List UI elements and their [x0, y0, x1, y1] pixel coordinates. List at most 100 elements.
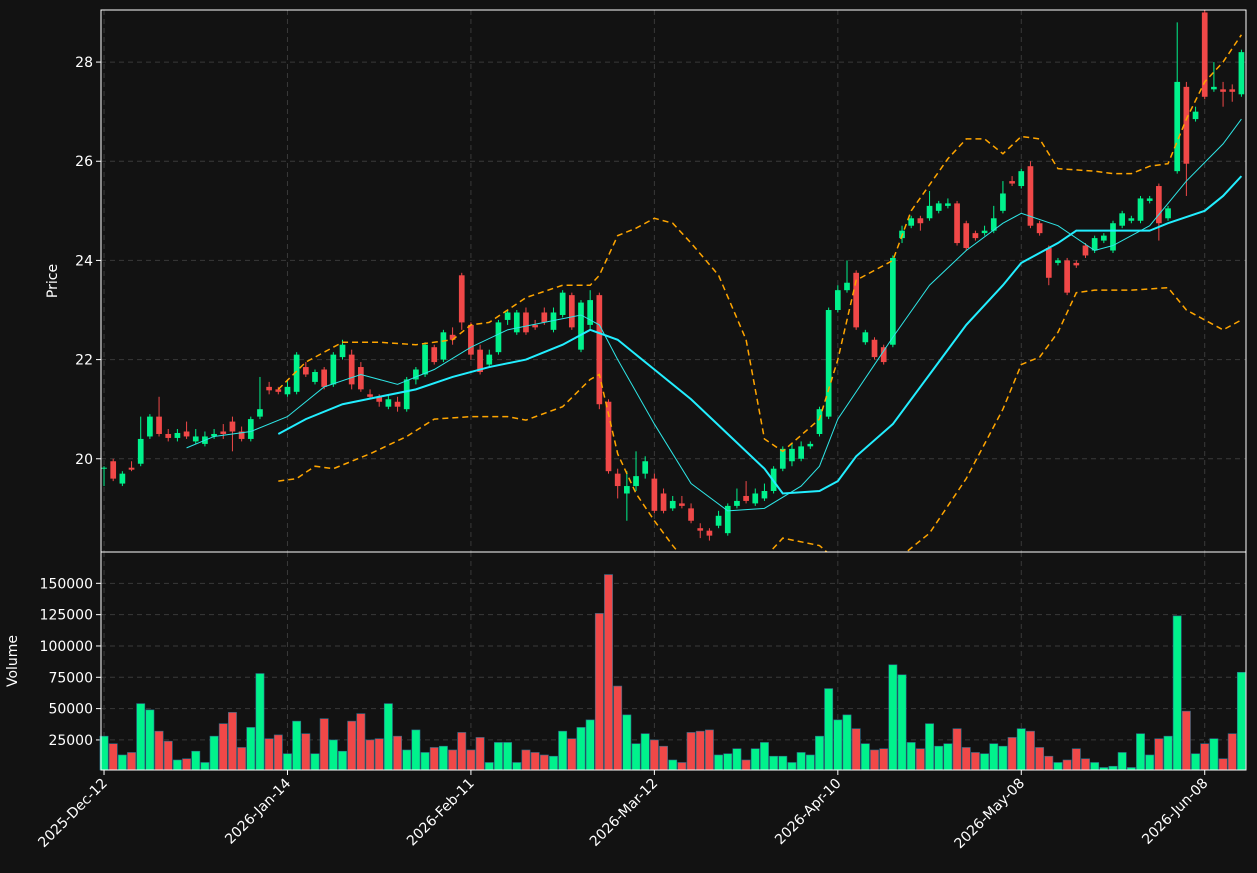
volume-bar	[1181, 710, 1191, 771]
candle-body	[1229, 89, 1236, 92]
candle-body	[972, 233, 979, 239]
volume-bar	[704, 729, 714, 771]
candle-body	[789, 448, 795, 462]
candle-body	[633, 476, 639, 487]
candle-body	[119, 473, 126, 484]
volume-bar	[714, 754, 724, 771]
candle-body	[568, 295, 575, 328]
volume-bar	[1172, 615, 1182, 771]
volume-bar	[429, 747, 439, 771]
volume-bar	[842, 714, 852, 771]
candle-body	[128, 467, 135, 470]
volume-bar	[1136, 733, 1145, 771]
candle-body	[688, 508, 694, 521]
candle-body	[1100, 235, 1107, 241]
volume-axis-label: Volume	[5, 635, 21, 687]
candle-body	[1064, 260, 1070, 293]
candle-body	[1009, 181, 1015, 184]
volume-bar	[549, 755, 558, 771]
candle-body	[935, 203, 942, 211]
overlay-line	[278, 286, 1242, 552]
volume-bar	[649, 739, 659, 771]
volume-bar	[778, 755, 788, 771]
volume-bar	[604, 574, 613, 771]
candle-body	[1128, 218, 1135, 221]
volume-bar	[365, 739, 375, 771]
candle-body	[495, 322, 502, 353]
volume-bar	[448, 749, 458, 771]
volume-bar	[475, 737, 485, 771]
candle-body	[431, 347, 438, 363]
volume-bar	[457, 732, 467, 771]
volume-bar	[145, 709, 155, 771]
volume-bar	[1218, 758, 1228, 771]
candle-body	[862, 332, 869, 343]
volume-bar	[1035, 747, 1045, 771]
candle-body	[1110, 223, 1116, 251]
volume-bar	[503, 742, 513, 771]
candle-body	[192, 436, 199, 442]
volume-bar	[594, 613, 604, 771]
volume-bar	[200, 762, 210, 771]
volume-bar	[539, 754, 549, 771]
volume-bar	[686, 732, 696, 771]
candle-body	[945, 203, 951, 206]
volume-bar	[264, 738, 274, 771]
candle-body	[587, 300, 594, 325]
candle-body	[174, 432, 181, 438]
candle-body	[110, 461, 117, 479]
price-plot	[101, 10, 1245, 552]
volume-bar	[209, 735, 219, 771]
volume-bar	[1108, 765, 1118, 771]
candle-body	[706, 530, 713, 536]
overlay-line	[277, 175, 1243, 495]
volume-bar	[760, 742, 769, 771]
candle-body	[880, 347, 887, 363]
candle-body	[651, 478, 658, 511]
volume-bar	[695, 730, 705, 771]
candle-body	[1220, 89, 1226, 92]
candle-body	[1091, 238, 1098, 251]
candle-body	[101, 467, 107, 469]
candle-body	[1146, 198, 1153, 201]
volume-bar	[108, 743, 118, 771]
candle-body	[1119, 213, 1126, 226]
volume-bar	[1044, 755, 1054, 771]
volume-bar	[915, 748, 925, 771]
candle-body	[596, 295, 603, 405]
volume-bar	[998, 745, 1008, 771]
candle-body	[284, 386, 291, 395]
candle-body	[853, 272, 860, 328]
volume-bar	[1227, 733, 1237, 771]
volume-bar	[1090, 762, 1100, 771]
volume-bar	[310, 753, 320, 771]
candle-body	[871, 339, 878, 358]
volume-bar	[1191, 753, 1200, 771]
volume-bar	[246, 727, 256, 771]
volume-bar	[1071, 748, 1081, 771]
candle-body	[1174, 81, 1181, 172]
volume-bar	[172, 759, 182, 771]
volume-bar	[356, 713, 366, 771]
candle-body	[1073, 262, 1080, 266]
volume-tick-label: 75000	[48, 670, 93, 686]
volume-bar	[1200, 743, 1210, 771]
candle-body	[165, 433, 172, 438]
candle-body	[807, 443, 814, 447]
volume-bar	[136, 703, 146, 771]
volume-bar	[411, 729, 421, 771]
volume-bar	[1016, 728, 1026, 771]
candle-body	[578, 302, 584, 350]
volume-bar	[576, 727, 586, 771]
volume-bar	[824, 688, 834, 771]
volume-bar	[374, 738, 384, 771]
candle-body	[1036, 223, 1043, 234]
candle-body	[605, 401, 612, 472]
volume-bar	[952, 728, 962, 771]
volume-bar	[338, 750, 347, 771]
y-tick-label: 28	[75, 55, 93, 71]
volume-bar	[521, 749, 531, 771]
candle-body	[440, 332, 447, 360]
candle-body	[183, 431, 190, 437]
